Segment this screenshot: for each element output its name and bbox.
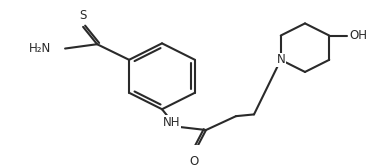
Text: NH: NH	[163, 116, 181, 129]
Text: S: S	[79, 9, 87, 22]
Text: N: N	[276, 53, 285, 66]
Text: O: O	[189, 155, 199, 167]
Text: H₂N: H₂N	[29, 42, 51, 55]
Text: OH: OH	[349, 29, 367, 42]
